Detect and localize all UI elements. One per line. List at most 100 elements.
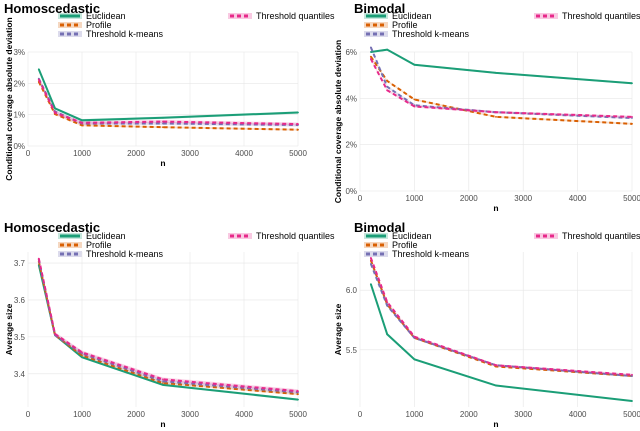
series-profile <box>369 55 633 125</box>
series-line <box>37 259 299 394</box>
series-profile <box>37 260 299 396</box>
y-axis-label: Average size <box>333 303 343 355</box>
series-threshold_kmeans <box>369 46 633 120</box>
legend-label: Threshold k-means <box>86 29 164 39</box>
legend-item-threshold_quantiles: Threshold quantiles <box>534 11 640 21</box>
x-tick-label: 3000 <box>181 149 199 158</box>
data-point <box>37 78 40 81</box>
series-line <box>37 261 299 396</box>
legend-label: Profile <box>392 20 418 30</box>
data-point <box>162 382 164 384</box>
confidence-band <box>370 283 632 402</box>
x-tick-label: 3000 <box>181 410 199 419</box>
data-point <box>495 115 497 118</box>
legend-item-threshold_kmeans: Threshold k-means <box>58 249 164 259</box>
x-axis-label: n <box>493 203 498 213</box>
legend-label: Euclidean <box>392 231 432 241</box>
y-tick-label: 3.7 <box>14 259 26 268</box>
data-point <box>162 120 164 123</box>
y-tick-label: 0% <box>13 142 25 151</box>
y-tick-label: 3.6 <box>14 296 26 305</box>
series-threshold_quantiles <box>369 257 633 376</box>
y-tick-label: 3% <box>13 48 25 57</box>
y-tick-label: 4% <box>345 94 357 103</box>
y-tick-label: 5.5 <box>346 346 358 355</box>
legend-label: Euclidean <box>86 231 126 241</box>
panel-title: Bimodal <box>354 220 405 235</box>
data-point <box>54 333 56 335</box>
x-axis-label: n <box>493 419 498 429</box>
confidence-band <box>370 46 632 120</box>
confidence-band <box>38 256 299 393</box>
x-tick-label: 3000 <box>514 194 532 203</box>
legend-item-threshold_kmeans: Threshold k-means <box>364 29 470 39</box>
confidence-band <box>370 259 632 377</box>
gridlines <box>27 252 299 407</box>
legend-item-threshold_kmeans: Threshold k-means <box>58 29 164 39</box>
series-line <box>37 258 299 393</box>
legend-item-threshold_quantiles: Threshold quantiles <box>228 231 335 241</box>
legend-label: Threshold k-means <box>392 249 470 259</box>
data-point <box>297 398 299 401</box>
data-point <box>386 301 389 303</box>
x-tick-label: 1000 <box>406 410 424 419</box>
data-point <box>297 111 299 114</box>
legend-item-euclidean: Euclidean <box>364 231 432 241</box>
data-point <box>386 333 389 336</box>
y-axis-label: Conditional coverage absolute deviation <box>4 17 14 180</box>
data-point <box>369 263 372 265</box>
series-euclidean <box>369 48 633 85</box>
y-axis-label: Average size <box>4 303 14 355</box>
x-tick-label: 0 <box>26 149 31 158</box>
data-point <box>369 55 372 58</box>
data-point <box>162 378 164 381</box>
data-point <box>297 390 299 393</box>
legend-item-threshold_quantiles: Threshold quantiles <box>228 11 335 21</box>
gridlines <box>27 51 299 147</box>
legend-item-profile: Profile <box>364 20 418 30</box>
panel-title: Homoscedastic <box>4 1 100 16</box>
series-line <box>369 283 633 403</box>
data-point <box>495 364 497 367</box>
x-tick-label: 4000 <box>235 410 253 419</box>
legend-label: Profile <box>86 20 112 30</box>
series-line <box>369 58 633 118</box>
legend-item-threshold_quantiles: Threshold quantiles <box>534 231 640 241</box>
data-point <box>37 68 40 71</box>
series-line <box>370 48 633 85</box>
legend-item-profile: Profile <box>364 240 418 250</box>
x-tick-label: 2000 <box>127 410 145 419</box>
data-point <box>162 116 164 119</box>
data-point <box>162 122 164 125</box>
data-point <box>297 128 299 131</box>
data-point <box>162 126 164 129</box>
legend-item-profile: Profile <box>58 240 112 250</box>
data-point <box>81 354 83 357</box>
data-point <box>631 115 633 118</box>
legend-label: Threshold quantiles <box>256 231 335 241</box>
data-point <box>386 80 389 82</box>
x-tick-label: 4000 <box>235 149 253 158</box>
legend-item-profile: Profile <box>58 20 112 30</box>
y-tick-label: 2% <box>13 79 25 88</box>
data-point <box>369 283 372 286</box>
series-euclidean <box>37 67 299 122</box>
confidence-band <box>38 260 299 396</box>
panel-title: Bimodal <box>354 1 405 16</box>
x-tick-label: 4000 <box>569 194 587 203</box>
legend-item-threshold_kmeans: Threshold k-means <box>364 249 470 259</box>
x-tick-label: 2000 <box>127 149 145 158</box>
series-line <box>369 46 633 120</box>
data-point <box>81 121 83 124</box>
x-tick-label: 4000 <box>569 410 587 419</box>
data-point <box>54 107 56 110</box>
data-point <box>413 105 416 108</box>
y-axis-label: Conditional coverage absolute deviation <box>333 40 343 203</box>
data-point <box>297 123 299 125</box>
y-tick-label: 2% <box>345 141 357 150</box>
series-line <box>369 263 633 377</box>
y-tick-label: 3.4 <box>14 370 26 379</box>
